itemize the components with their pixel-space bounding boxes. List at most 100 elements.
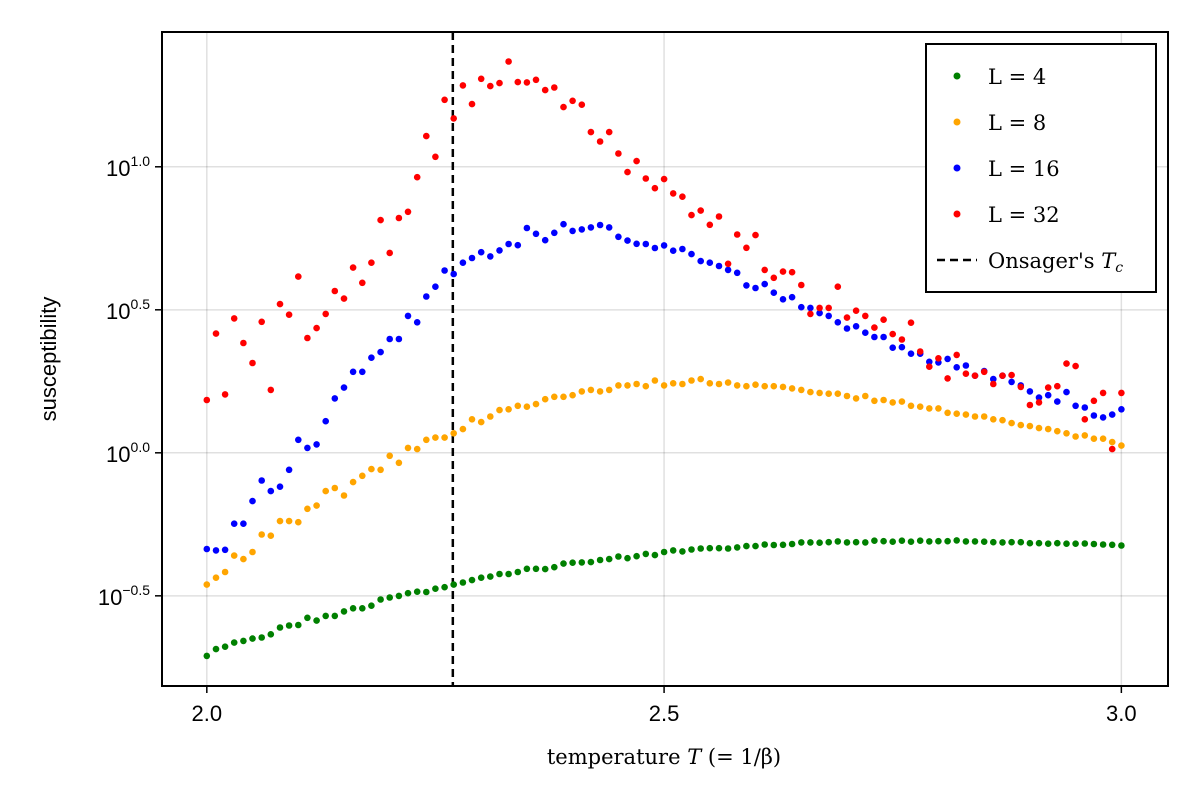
data-point (660, 242, 668, 249)
data-point (249, 497, 256, 505)
data-point (752, 284, 759, 292)
data-point (935, 537, 942, 545)
data-point (834, 390, 842, 398)
y-tick-base: 10 (106, 442, 130, 467)
data-point (761, 266, 768, 274)
data-point (642, 550, 650, 558)
data-point (386, 452, 394, 460)
data-point (633, 157, 640, 165)
data-point (953, 351, 960, 359)
data-point (203, 545, 211, 553)
data-point (377, 596, 384, 603)
data-point (596, 221, 604, 229)
data-point (587, 558, 595, 566)
data-point (1108, 541, 1116, 549)
data-point (880, 316, 887, 324)
legend-label: L = 16 (988, 157, 1060, 181)
data-point (441, 583, 448, 591)
data-point (1072, 362, 1079, 370)
data-point (724, 266, 732, 274)
data-point (368, 465, 375, 473)
data-point (368, 354, 375, 362)
data-point (487, 413, 494, 420)
data-point (1118, 389, 1125, 397)
data-point (807, 304, 814, 312)
data-point (935, 355, 942, 362)
data-point (212, 547, 220, 554)
data-point (605, 555, 613, 563)
data-point (761, 541, 768, 548)
data-point (926, 358, 933, 366)
data-point (276, 300, 284, 308)
data-point (450, 270, 458, 278)
data-point (569, 227, 576, 235)
data-point (779, 268, 787, 275)
data-point (962, 370, 970, 378)
data-point (1054, 427, 1061, 435)
data-point (651, 244, 659, 252)
data-point (569, 559, 576, 566)
data-point (889, 399, 896, 406)
data-point (1008, 419, 1015, 427)
series-l32 (203, 58, 1125, 453)
y-tick-exponent: 0.0 (131, 439, 151, 455)
data-point (267, 386, 275, 394)
data-point (706, 221, 714, 229)
data-point (340, 295, 348, 302)
data-point (926, 405, 933, 412)
data-point (624, 382, 631, 389)
data-point (267, 631, 275, 638)
data-point (359, 605, 366, 612)
data-point (1090, 412, 1098, 419)
data-point (560, 560, 567, 567)
data-point (505, 570, 512, 578)
legend-marker (953, 72, 961, 80)
data-point (679, 380, 686, 388)
data-point (834, 283, 842, 291)
legend-label: L = 8 (988, 111, 1046, 135)
data-point (487, 573, 494, 580)
data-point (423, 132, 430, 140)
data-point (724, 260, 732, 268)
data-point (349, 605, 357, 612)
data-point (413, 319, 421, 326)
data-point (807, 310, 814, 318)
data-point (733, 544, 741, 551)
data-point (1108, 445, 1116, 453)
data-point (459, 259, 467, 267)
data-point (359, 368, 366, 376)
data-point (999, 372, 1006, 380)
data-point (980, 413, 988, 420)
data-point (1017, 421, 1025, 429)
data-point (926, 538, 933, 545)
data-point (258, 477, 266, 484)
data-point (980, 538, 988, 545)
data-point (221, 546, 229, 554)
legend-box (925, 43, 1157, 293)
data-point (569, 97, 576, 105)
data-point (587, 386, 595, 394)
data-point (825, 304, 832, 312)
data-point (578, 226, 586, 233)
data-point (404, 589, 412, 597)
data-point (697, 375, 704, 383)
data-point (1035, 424, 1043, 432)
data-point (990, 375, 997, 383)
y-tick-label: 10−0.5 (98, 582, 150, 610)
y-tick-exponent: 0.5 (131, 296, 151, 312)
data-point (1017, 538, 1025, 546)
data-point (669, 380, 677, 387)
data-point (249, 635, 256, 642)
data-point (862, 329, 869, 337)
data-point (423, 293, 430, 300)
data-point (331, 612, 339, 620)
data-point (743, 542, 750, 550)
data-point (889, 330, 896, 338)
data-point (441, 96, 448, 104)
data-point (962, 538, 970, 545)
data-point (359, 472, 366, 480)
data-point (377, 348, 384, 356)
legend-marker (953, 118, 961, 126)
data-point (715, 544, 723, 552)
data-point (514, 241, 522, 249)
